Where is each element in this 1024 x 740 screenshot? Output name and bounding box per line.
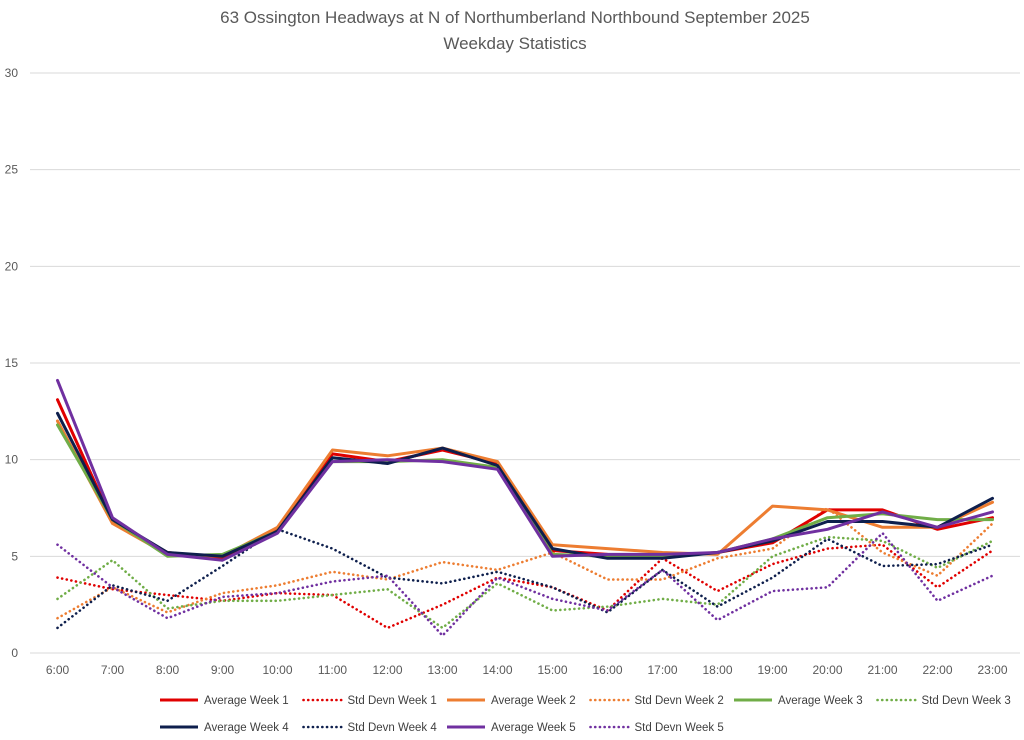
legend-label: Std Devn Week 4 [348,722,438,734]
x-tick-label: 23:00 [977,663,1007,677]
legend-item: Average Week 3 [734,695,863,707]
series-line-average-week-3 [56,423,994,558]
chart-title: 63 Ossington Headways at N of Northumber… [220,8,810,27]
x-tick-label: 11:00 [318,663,347,677]
legend-item: Std Devn Week 3 [876,695,1011,707]
y-axis-ticks: 0 5 10 15 20 25 30 [5,66,19,660]
x-tick-label: 10:00 [262,663,292,677]
legend-item: Std Devn Week 2 [589,695,724,707]
series-line-average-week-1 [56,398,994,560]
x-tick-label: 14:00 [482,663,512,677]
y-tick-label: 30 [5,66,19,80]
legend-item: Average Week 5 [447,722,576,734]
x-tick-label: 22:00 [922,663,952,677]
legend-item: Std Devn Week 5 [589,722,724,734]
legend-label: Average Week 5 [491,722,576,734]
series-line-average-week-2 [56,419,994,558]
legend-label: Average Week 4 [204,722,289,734]
legend-label: Average Week 3 [778,695,863,707]
legend: Average Week 1 Std Devn Week 1 Average Wee… [160,695,1011,734]
series-line-std-devn-week-2 [56,506,994,620]
series-line-average-week-5 [56,378,994,562]
x-tick-label: 16:00 [592,663,622,677]
x-tick-label: 21:00 [867,663,897,677]
x-tick-label: 17:00 [647,663,677,677]
y-tick-label: 20 [5,259,19,273]
x-axis-ticks: 6:00 7:00 8:00 9:00 10:00 11:00 12:00 13:00 14:0… [46,663,1008,677]
legend-item: Average Week 1 [160,695,289,707]
legend-label: Average Week 2 [491,695,576,707]
x-tick-label: 7:00 [101,663,125,677]
series-line-std-devn-week-1 [56,543,994,630]
x-tick-label: 12:00 [372,663,402,677]
x-tick-label: 8:00 [156,663,180,677]
gridlines [30,72,1020,654]
legend-item: Average Week 2 [447,695,576,707]
legend-label: Std Devn Week 3 [922,695,1011,707]
legend-item: Average Week 4 [160,722,289,734]
x-tick-label: 20:00 [812,663,842,677]
x-tick-label: 6:00 [46,663,70,677]
legend-label: Average Week 1 [204,695,289,707]
x-tick-label: 19:00 [757,663,787,677]
legend-item: Std Devn Week 4 [302,722,438,734]
x-tick-label: 9:00 [211,663,235,677]
legend-label: Std Devn Week 5 [635,722,724,734]
series-line-std-devn-week-5 [56,531,994,637]
series-lines [56,378,994,637]
y-tick-label: 10 [5,453,19,467]
legend-item: Std Devn Week 1 [302,695,437,707]
y-tick-label: 0 [11,646,18,660]
y-tick-label: 5 [11,549,18,563]
x-tick-label: 13:00 [427,663,457,677]
series-line-std-devn-week-3 [56,535,994,630]
legend-label: Std Devn Week 1 [348,695,437,707]
x-tick-label: 18:00 [702,663,732,677]
x-tick-label: 15:00 [537,663,567,677]
y-tick-label: 15 [5,356,19,370]
series-line-std-devn-week-4 [56,527,994,630]
series-line-average-week-4 [56,411,994,560]
legend-label: Std Devn Week 2 [635,695,724,707]
y-tick-label: 25 [5,163,19,177]
chart-subtitle: Weekday Statistics [443,34,586,53]
